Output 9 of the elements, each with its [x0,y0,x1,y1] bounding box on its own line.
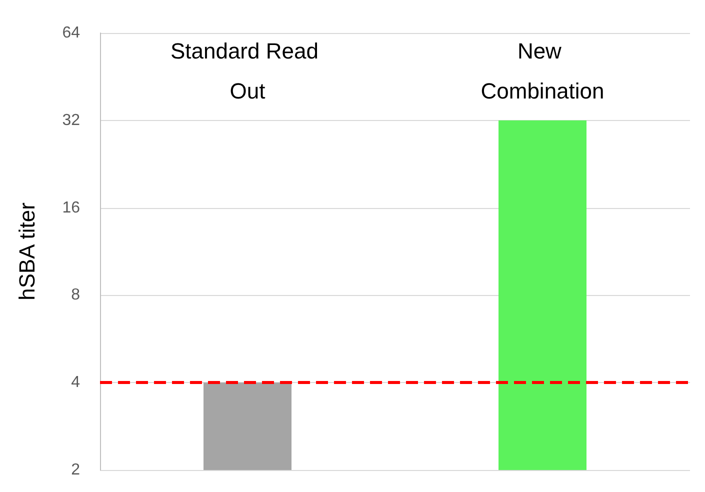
y-tick-label: 2 [71,462,80,478]
x-tick-label: New Combination [480,38,604,104]
x-tick-label: Standard Read Out [170,38,325,104]
y-tick-label: 64 [62,24,80,42]
y-tick-label: 8 [71,286,80,304]
y-tick-label: 4 [71,374,80,392]
y-axis-title: hSBA titer [14,202,40,300]
y-tick-label: 16 [62,199,80,216]
y-tick-label: 32 [62,112,80,129]
